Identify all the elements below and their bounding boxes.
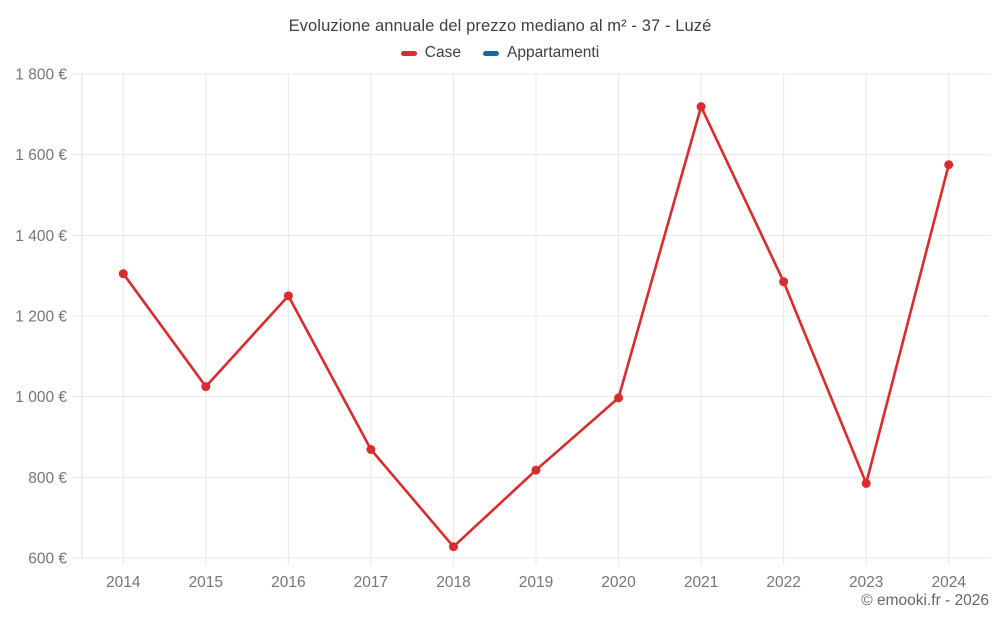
y-tick-label: 1 600 €: [15, 147, 67, 164]
data-point-case-2023[interactable]: [861, 478, 871, 488]
data-point-case-2020[interactable]: [614, 393, 624, 403]
legend-label-case: Case: [424, 44, 461, 61]
x-tick-label: 2020: [601, 574, 636, 591]
chart-legend: Case Appartamenti: [0, 44, 1000, 62]
appartamenti-series-swatch-icon: [482, 50, 499, 56]
y-tick-label: 1 200 €: [15, 309, 67, 326]
copyright-watermark: © emooki.fr - 2026: [861, 592, 989, 609]
legend-item-appartamenti[interactable]: Appartamenti: [482, 44, 600, 62]
chart-title: Evoluzione annuale del prezzo mediano al…: [288, 17, 712, 35]
data-point-case-2014[interactable]: [118, 269, 128, 279]
x-tick-label: 2016: [271, 574, 305, 591]
legend-item-case[interactable]: Case: [400, 44, 461, 62]
data-point-case-2018[interactable]: [448, 542, 458, 552]
x-tick-label: 2019: [519, 574, 553, 591]
data-point-case-2017[interactable]: [366, 445, 376, 455]
y-tick-label: 1 400 €: [15, 228, 67, 245]
case-series-swatch-icon: [400, 50, 417, 56]
x-tick-label: 2018: [436, 574, 470, 591]
data-point-case-2016[interactable]: [283, 291, 293, 301]
data-point-case-2019[interactable]: [531, 465, 541, 475]
y-tick-label: 800 €: [28, 470, 67, 487]
x-tick-label: 2022: [766, 574, 800, 591]
x-tick-label: 2014: [106, 574, 141, 591]
x-tick-label: 2024: [931, 574, 966, 591]
data-point-case-2022[interactable]: [779, 277, 789, 287]
y-tick-label: 1 000 €: [15, 389, 67, 406]
data-point-case-2024[interactable]: [944, 160, 954, 170]
data-point-case-2021[interactable]: [696, 102, 706, 112]
x-tick-label: 2017: [354, 574, 388, 591]
legend-label-appartamenti: Appartamenti: [506, 44, 600, 61]
y-tick-label: 600 €: [28, 551, 67, 568]
x-tick-label: 2015: [189, 574, 223, 591]
data-point-case-2015[interactable]: [201, 382, 211, 392]
x-tick-label: 2023: [849, 574, 883, 591]
y-tick-label: 1 800 €: [15, 67, 67, 84]
x-tick-label: 2021: [684, 574, 718, 591]
